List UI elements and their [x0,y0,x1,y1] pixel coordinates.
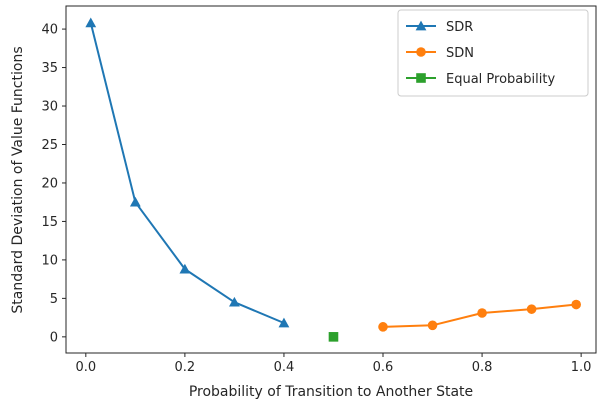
data-point-sdn [526,304,537,314]
data-point-sdr [85,17,97,28]
legend-marker-sdn [416,47,426,57]
x-tick-label: 0.8 [472,360,493,375]
legend-marker-equal-probability [416,73,426,83]
legend: SDR SDN Equal Probability [397,9,589,97]
y-tick-label: 5 [50,292,58,307]
x-axis-label: Probability of Transition to Another Sta… [189,384,473,400]
x-tick-label: 1.0 [571,360,592,375]
y-tick-label: 10 [41,253,58,268]
y-tick-label: 25 [41,138,58,153]
data-point-sdr [278,317,290,328]
data-point-sdn [477,308,487,318]
x-tick-label: 0.0 [75,360,96,375]
legend-marker-sdr [415,20,427,31]
legend-box [397,9,589,97]
axes: 0.0 0.2 0.4 0.6 0.8 1.0 0 5 10 15 20 25 30 35 40 [41,5,597,375]
plot-frame [65,5,597,354]
y-tick-label: 15 [41,215,58,230]
y-tick-label: 20 [41,176,58,191]
x-tick-label: 0.2 [175,360,196,375]
data-point-sdr [179,263,191,274]
plot-area [85,17,581,342]
series-line-sdr [89,22,285,324]
legend-label-sdr: SDR [446,20,473,35]
y-tick-label: 30 [41,100,58,115]
legend-label-sdn: SDN [446,46,474,61]
y-tick-label: 40 [41,23,58,38]
legend-label-equal-probability: Equal Probability [446,72,555,87]
x-tick-label: 0.4 [274,360,295,375]
y-tick-label: 35 [41,61,58,76]
data-point-sdn [427,320,438,331]
data-point-sdr [129,196,141,207]
data-point-sdr [229,296,240,307]
x-tick-label: 0.6 [373,360,394,375]
data-point-equal-probability [328,332,339,342]
y-axis-label: Standard Deviation of Value Functions [10,46,26,313]
y-tick-label: 0 [50,330,58,345]
data-point-sdn [378,322,388,332]
data-point-sdn [571,299,581,310]
